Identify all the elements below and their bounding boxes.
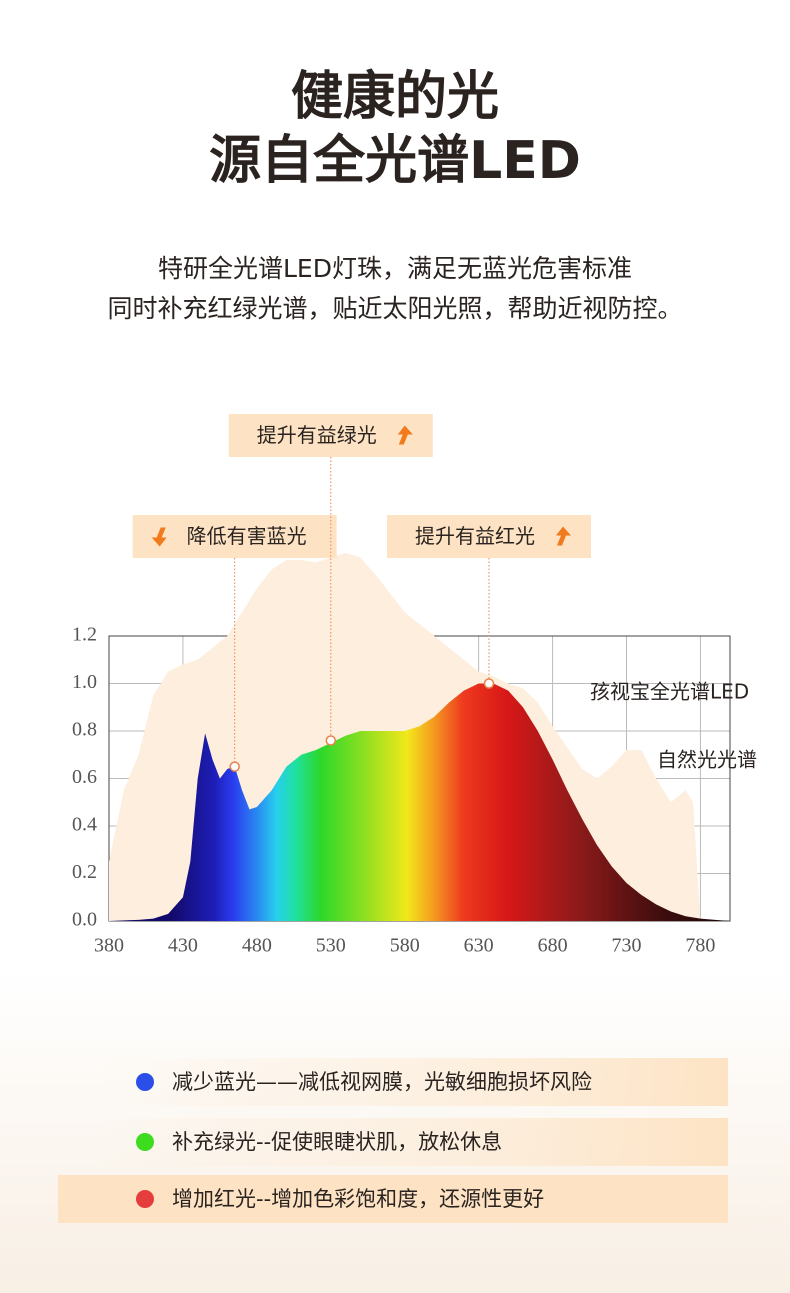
annotation-box (132, 515, 337, 558)
x-tick-label: 380 (94, 935, 124, 957)
y-tick-label: 1.0 (72, 671, 97, 693)
feature-dot (136, 1190, 154, 1208)
x-tick-label: 630 (464, 935, 494, 957)
feature-row (100, 1118, 728, 1166)
x-tick-label: 730 (612, 935, 642, 957)
annotation-box (386, 515, 591, 558)
y-tick-label: 1.2 (72, 624, 97, 646)
y-tick-label: 0.8 (72, 719, 97, 741)
feature-text: 增加红光--增加色彩饱和度，还源性更好 (172, 1187, 544, 1211)
y-tick-label: 0.4 (72, 814, 97, 836)
x-tick-label: 430 (168, 935, 198, 957)
y-tick-label: 0.0 (72, 909, 97, 931)
x-tick-label: 480 (242, 935, 272, 957)
annotation-arrow (151, 527, 167, 547)
feature-text: 减少蓝光——减低视网膜，光敏细胞损坏风险 (172, 1070, 592, 1094)
series-label: 孩视宝全光谱LED (590, 680, 749, 704)
annotation-arrow (555, 526, 571, 546)
annotation-text: 提升有益绿光 (257, 423, 377, 447)
feature-text: 补充绿光--促使眼睫状肌，放松休息 (172, 1130, 502, 1154)
annotation-arrow (397, 425, 413, 445)
series-label: 自然光光谱 (657, 748, 757, 772)
feature-dot (136, 1073, 154, 1091)
x-tick-label: 580 (390, 935, 420, 957)
title-line: 源自全光谱LED (209, 131, 581, 191)
features: 减少蓝光——减低视网膜，光敏细胞损坏风险补充绿光--促使眼睫状肌，放松休息增加红… (58, 1058, 728, 1223)
x-tick-label: 780 (685, 935, 715, 957)
chart: 380 430 480 530 580 630 680 730 780 0.0 0.2 0.4 0.6 0… (72, 414, 757, 957)
annotation-text: 降低有害蓝光 (187, 524, 307, 548)
annotation-point (325, 735, 337, 746)
feature-dot (136, 1133, 154, 1151)
y-tick-label: 0.2 (72, 861, 97, 883)
annotation-box (228, 414, 433, 457)
x-tick-label: 680 (538, 935, 568, 957)
feature-row (100, 1058, 728, 1106)
feature-row (58, 1175, 728, 1223)
title-line: 健康的光 (291, 67, 499, 127)
annotation-text: 提升有益红光 (415, 524, 535, 548)
y-tick-label: 0.6 (72, 766, 97, 788)
x-tick-label: 530 (316, 935, 346, 957)
annotation-point (229, 761, 240, 772)
subtitle-line: 特研全光谱LED灯珠，满足无蓝光危害标准 (158, 254, 632, 283)
spectrum-area (109, 683, 730, 921)
subtitle-line: 同时补充红绿光谱，贴近太阳光照，帮助近视防控。 (107, 294, 682, 323)
annotation-point (483, 678, 495, 689)
